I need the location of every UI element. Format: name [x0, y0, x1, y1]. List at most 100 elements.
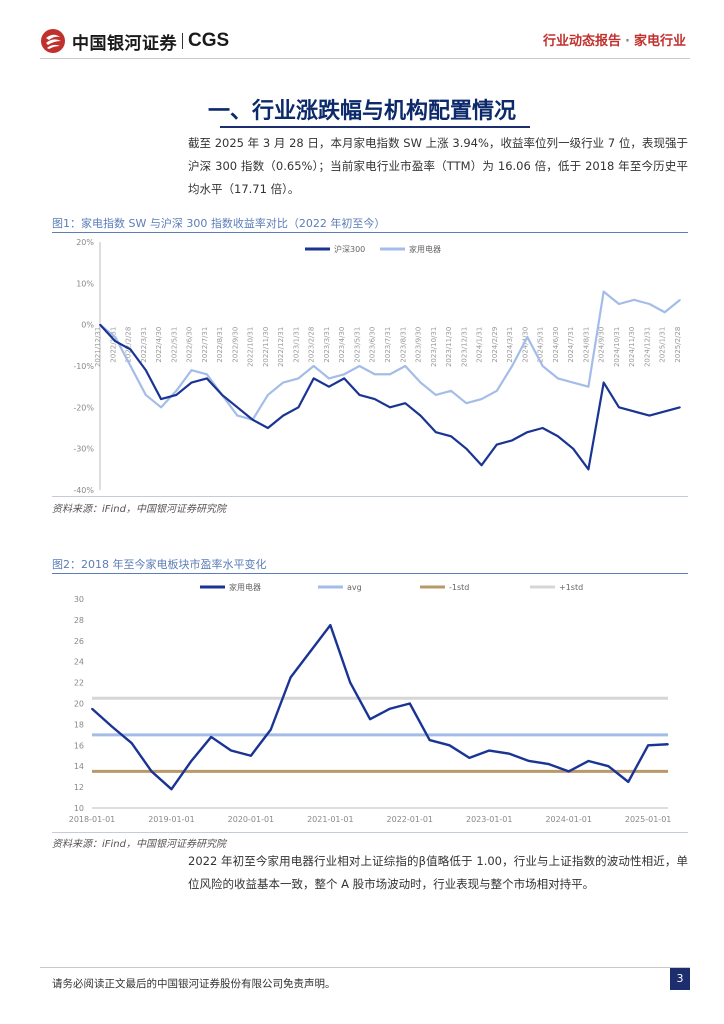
x-tick-label: 2023/12/31	[460, 327, 468, 367]
figure1-title: 图1：家电指数 SW 与沪深 300 指数收益率对比（2022 年初至今）	[52, 217, 386, 230]
data-point	[114, 340, 117, 342]
x-tick-label: 2022/9/30	[231, 327, 239, 363]
data-point	[679, 406, 681, 409]
y-tick-label: 0%	[81, 321, 94, 330]
x-tick-label: 2024/2/29	[491, 327, 499, 363]
x-tick-label: 2022/4/30	[155, 327, 163, 363]
figure2-title: 图2：2018 年至今家电板块市盈率水平变化	[52, 558, 267, 571]
data-point	[434, 431, 437, 433]
legend-label: 沪深300	[334, 244, 365, 254]
x-tick-label: 2019-01-01	[148, 815, 195, 824]
data-point	[587, 468, 590, 471]
legend-label: -1std	[449, 583, 469, 592]
data-point	[663, 311, 666, 314]
section-title: 一、行业涨跌幅与机构配置情况	[207, 99, 516, 124]
x-tick-label: 2024/11/30	[628, 327, 636, 367]
y-tick-label: 28	[74, 616, 84, 625]
data-point	[496, 390, 498, 392]
x-tick-label: 2023/9/30	[415, 327, 423, 363]
x-tick-label: 2023/4/30	[338, 327, 346, 363]
data-point	[647, 744, 650, 747]
x-tick-label: 2025/1/31	[659, 327, 667, 363]
data-point	[528, 760, 530, 762]
data-point	[160, 398, 162, 400]
x-tick-label: 2022/6/30	[186, 327, 194, 363]
report-type: 行业动态报告	[543, 34, 622, 49]
beta-paragraph: 2022 年初至今家用电器行业相对上证综指的β值略低于 1.00，行业与上证指数…	[188, 854, 688, 891]
data-point	[465, 402, 468, 404]
data-point	[190, 369, 193, 371]
data-point	[373, 398, 376, 400]
x-tick-label: 2024/10/31	[613, 327, 621, 367]
y-tick-label: 18	[74, 720, 84, 729]
data-point	[389, 707, 391, 710]
data-point	[434, 394, 437, 396]
data-point	[289, 676, 292, 679]
data-point	[648, 414, 651, 417]
data-point	[404, 365, 407, 367]
figure1-top-rule	[52, 232, 688, 233]
x-tick-label: 2025-01-01	[625, 815, 672, 824]
x-tick-label: 2022/10/31	[247, 327, 255, 367]
x-tick-label: 2024/12/31	[643, 327, 651, 367]
data-point	[206, 373, 208, 376]
x-tick-label: 2023/1/31	[292, 327, 300, 363]
data-point	[329, 624, 332, 627]
x-tick-label: 2022/1/31	[109, 327, 117, 363]
header-dot: ·	[625, 34, 630, 49]
page-number: 3	[670, 968, 690, 990]
x-tick-label: 2021/12/31	[94, 327, 102, 367]
footer-disclaimer: 请务必阅读正文最后的中国银河证券股份有限公司免责声明。	[52, 978, 336, 990]
y-tick-label: 16	[74, 741, 84, 750]
data-point	[526, 336, 529, 338]
x-tick-label: 2022/5/31	[170, 327, 178, 363]
x-tick-label: 2023/10/31	[430, 327, 438, 367]
data-point	[129, 365, 132, 367]
data-point	[282, 381, 284, 384]
logo-divider	[182, 33, 183, 49]
data-point	[587, 385, 590, 388]
x-tick-label: 2022/11/30	[262, 327, 270, 367]
data-point	[328, 377, 330, 380]
x-tick-label: 2022/8/31	[216, 327, 224, 363]
data-point	[627, 780, 630, 783]
data-point	[508, 752, 511, 755]
figure2-source: 资料来源：iFind，中国银河证券研究院	[52, 839, 226, 850]
y-tick-label: -10%	[73, 362, 94, 371]
data-point	[236, 406, 239, 409]
figure2-top-rule	[52, 573, 688, 574]
x-tick-label: 2024/4/30	[521, 327, 529, 363]
data-point	[373, 373, 376, 376]
data-point	[648, 303, 651, 305]
data-point	[587, 760, 590, 762]
pe-line	[91, 623, 669, 791]
data-point	[175, 394, 178, 396]
data-point	[343, 377, 346, 380]
data-point	[448, 744, 451, 747]
data-point	[419, 381, 422, 384]
y-tick-label: 26	[74, 637, 84, 646]
data-point	[369, 718, 371, 721]
x-tick-label: 2020-01-01	[228, 815, 275, 824]
x-tick-label: 2022/7/31	[201, 327, 209, 363]
data-point	[389, 373, 391, 376]
cgs-logo-icon	[41, 29, 65, 53]
x-tick-label: 2018-01-01	[69, 815, 116, 824]
x-tick-label: 2023/7/31	[384, 327, 392, 363]
figure1-bottom-rule	[52, 496, 688, 497]
x-tick-label: 2023/5/31	[353, 327, 361, 363]
legend-label: +1std	[559, 583, 583, 592]
data-point	[249, 754, 252, 757]
data-point	[633, 299, 636, 301]
y-tick-label: 10	[74, 804, 84, 813]
y-tick-label: 20	[74, 700, 84, 709]
y-tick-label: 22	[74, 679, 84, 688]
data-point	[607, 765, 610, 768]
data-point	[541, 427, 544, 429]
y-tick-label: -40%	[73, 486, 94, 494]
x-tick-label: 2024/1/31	[476, 327, 484, 363]
y-tick-label: 30	[74, 595, 84, 604]
data-point	[99, 323, 101, 326]
data-point	[130, 742, 133, 745]
data-point	[150, 770, 153, 773]
